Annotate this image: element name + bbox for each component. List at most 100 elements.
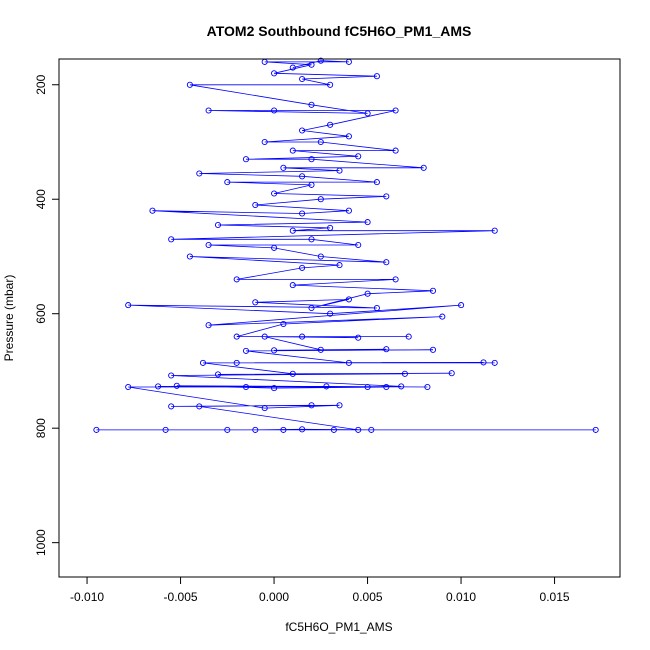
data-point — [289, 282, 296, 289]
data-point — [196, 170, 203, 177]
data-point — [439, 313, 446, 320]
data-point — [271, 190, 278, 197]
data-point — [233, 359, 240, 366]
data-point — [252, 426, 259, 433]
data-point — [289, 370, 296, 377]
data-point — [364, 219, 371, 226]
data-point — [336, 262, 343, 269]
data-point — [383, 346, 390, 353]
data-point — [336, 402, 343, 409]
data-point — [355, 334, 362, 341]
data-point — [289, 227, 296, 234]
data-point — [196, 403, 203, 410]
data-point — [373, 304, 380, 312]
data-point — [280, 164, 287, 171]
data-point — [373, 179, 380, 186]
data-point — [168, 372, 175, 379]
data-point — [317, 346, 324, 353]
x-tick-label: 0.005 — [353, 590, 383, 604]
y-tick-label: 1000 — [34, 529, 48, 556]
data-point — [327, 81, 334, 88]
series-points — [93, 57, 599, 433]
data-point — [317, 196, 324, 203]
data-point — [327, 121, 334, 128]
data-point — [592, 426, 599, 433]
data-point — [308, 181, 315, 188]
data-point — [299, 264, 306, 271]
x-tick-label: 0.015 — [540, 590, 570, 604]
data-point — [271, 244, 278, 251]
series-line — [96, 60, 596, 431]
data-point — [345, 296, 352, 303]
data-point — [420, 164, 427, 171]
data-point — [155, 383, 162, 390]
data-point — [323, 383, 330, 390]
data-point — [242, 347, 250, 354]
data-point — [173, 382, 180, 389]
data-point — [299, 127, 306, 134]
y-axis: 200 400 600 800 1000 — [34, 74, 60, 556]
data-point — [327, 310, 334, 317]
data-point — [299, 173, 306, 180]
data-point — [271, 385, 278, 392]
data-point — [317, 57, 324, 64]
data-point — [383, 193, 390, 200]
y-axis-title: Pressure (mbar) — [2, 275, 16, 362]
data-point — [224, 426, 231, 433]
data-point — [458, 302, 465, 309]
data-point — [398, 383, 405, 390]
x-tick-label: 0.010 — [446, 590, 476, 604]
data-point — [364, 383, 371, 391]
data-point — [271, 107, 278, 114]
data-point — [480, 359, 487, 366]
y-tick-label: 200 — [34, 74, 48, 94]
data-point — [199, 359, 207, 366]
series-lines — [96, 60, 596, 431]
data-point — [162, 426, 169, 433]
data-point — [125, 383, 132, 391]
data-point — [214, 221, 222, 229]
data-point — [168, 403, 175, 410]
data-point — [233, 276, 240, 283]
data-point — [308, 61, 315, 68]
data-point — [149, 207, 156, 214]
data-point — [429, 346, 437, 353]
data-point — [125, 302, 132, 309]
x-tick-label: -0.010 — [70, 590, 104, 604]
data-point — [205, 107, 212, 114]
data-point — [93, 426, 100, 433]
y-tick-label: 800 — [34, 418, 48, 438]
data-point — [308, 156, 315, 163]
data-point — [186, 253, 193, 260]
data-point — [364, 290, 371, 297]
data-point — [261, 333, 268, 340]
data-point — [345, 359, 352, 366]
data-point — [491, 227, 498, 234]
data-point — [336, 167, 343, 174]
data-point — [429, 287, 437, 294]
data-point — [491, 359, 498, 366]
data-point — [242, 156, 250, 163]
data-point — [261, 138, 268, 146]
data-point — [271, 347, 278, 354]
data-point — [252, 299, 259, 306]
data-point — [392, 147, 399, 154]
data-point — [424, 383, 431, 391]
data-point — [448, 370, 455, 377]
data-point — [383, 383, 390, 391]
data-point — [205, 241, 212, 249]
data-point — [242, 383, 250, 391]
data-point — [280, 320, 287, 328]
data-point — [317, 138, 324, 146]
data-point — [355, 241, 362, 249]
data-point — [308, 236, 315, 243]
x-axis: -0.010 -0.005 0.000 0.005 0.010 0.015 — [70, 576, 570, 604]
data-point — [289, 147, 296, 154]
data-point — [392, 276, 399, 283]
data-point — [299, 426, 306, 433]
data-point — [214, 371, 222, 378]
data-point — [392, 107, 399, 114]
data-point — [299, 75, 306, 83]
chart-title: ATOM2 Southbound fC5H6O_PM1_AMS — [207, 23, 472, 39]
